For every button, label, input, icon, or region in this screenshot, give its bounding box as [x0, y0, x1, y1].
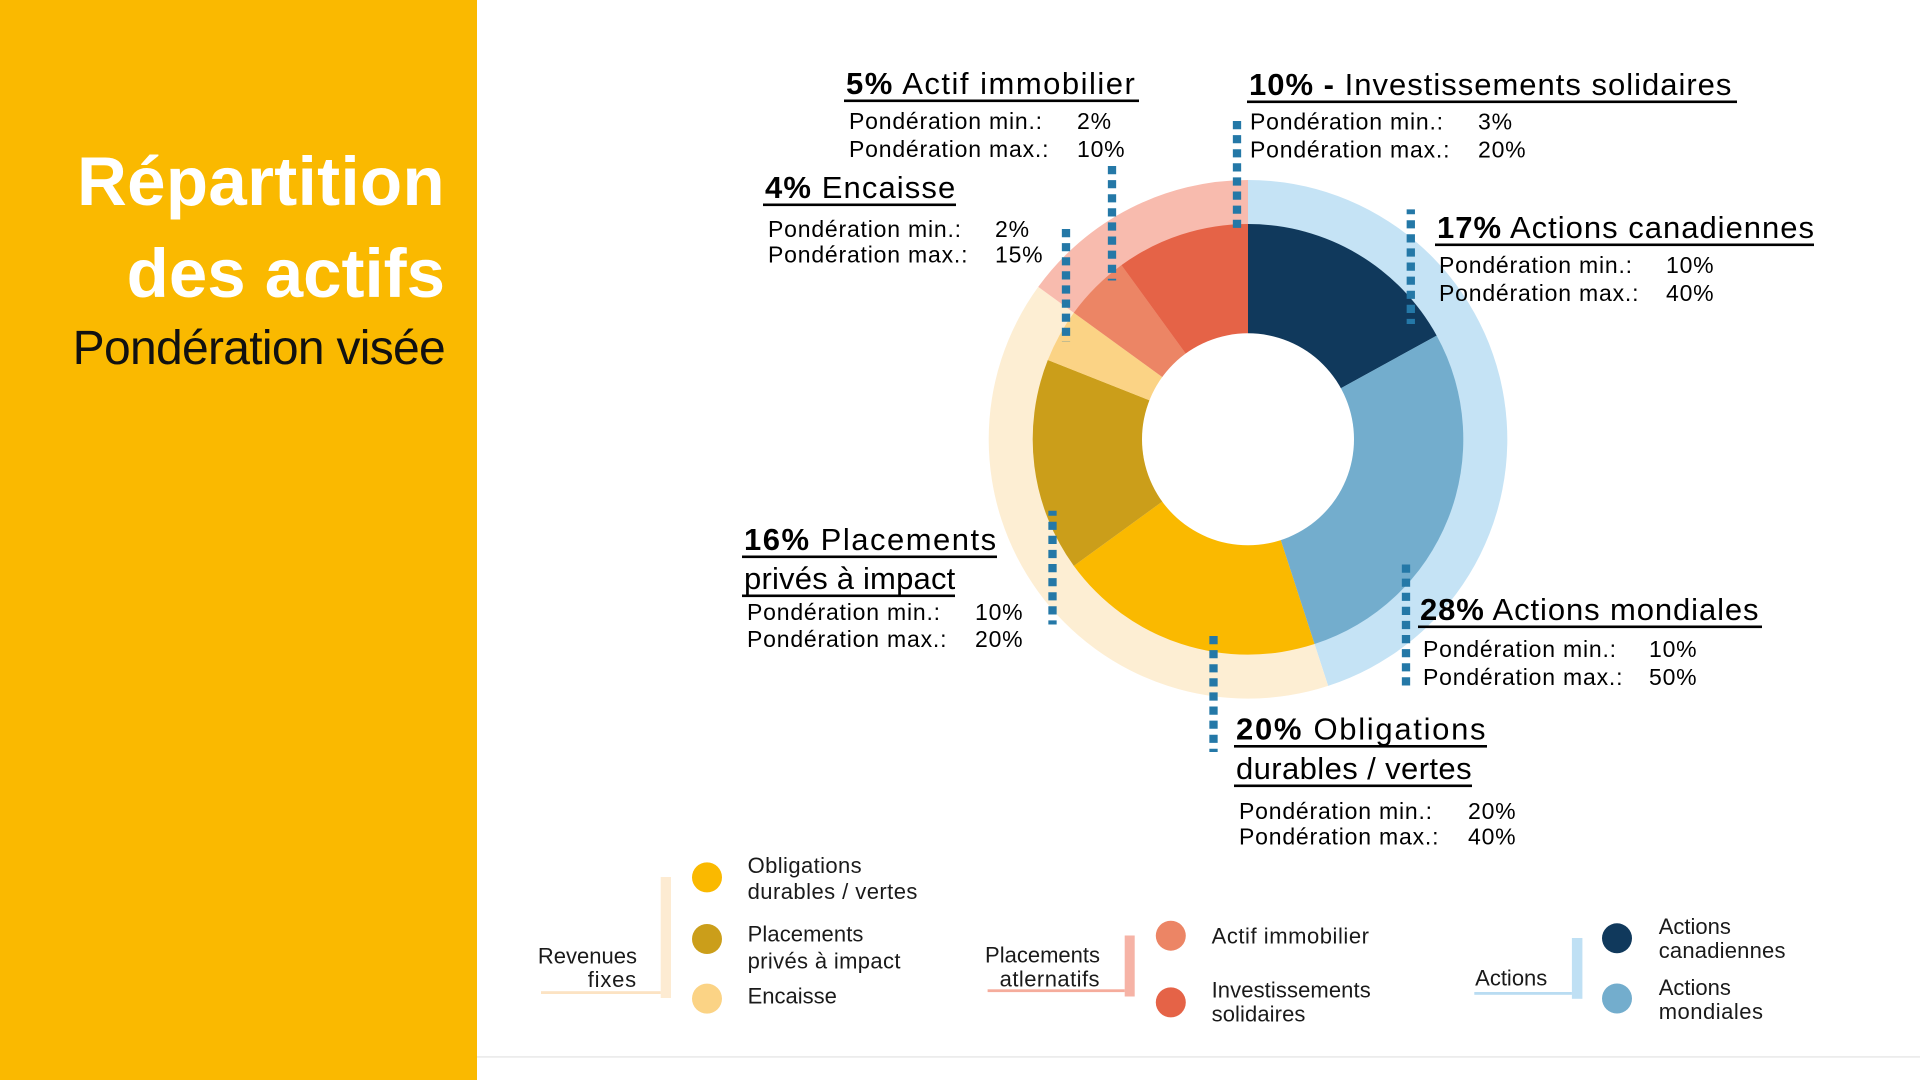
svg-text:canadiennes: canadiennes	[1659, 938, 1786, 963]
svg-text:privés à impact: privés à impact	[748, 949, 901, 974]
svg-text:16% Placements: 16% Placements	[744, 522, 998, 557]
svg-text:5% Actif immobilier: 5% Actif immobilier	[846, 66, 1136, 101]
svg-text:mondiales: mondiales	[1659, 999, 1764, 1024]
svg-text:Pondération max.:: Pondération max.:	[1439, 280, 1639, 306]
svg-text:durables / vertes: durables / vertes	[1236, 751, 1472, 786]
svg-text:Pondération min.:: Pondération min.:	[1439, 252, 1633, 278]
svg-text:Actions: Actions	[1659, 975, 1731, 1000]
svg-text:Actions: Actions	[1659, 914, 1731, 939]
svg-text:20%: 20%	[1478, 137, 1526, 163]
svg-text:20%: 20%	[1468, 798, 1516, 824]
svg-text:Pondération min.:: Pondération min.:	[768, 216, 962, 242]
svg-text:28% Actions mondiales: 28% Actions mondiales	[1420, 592, 1759, 627]
svg-text:Pondération visée: Pondération visée	[73, 322, 445, 375]
svg-text:Pondération max.:: Pondération max.:	[1423, 664, 1623, 690]
svg-text:10%: 10%	[1649, 636, 1697, 662]
svg-text:10% - Investissements solidair: 10% - Investissements solidaires	[1249, 67, 1732, 102]
svg-text:20%: 20%	[975, 626, 1023, 652]
svg-text:Pondération min.:: Pondération min.:	[849, 108, 1043, 134]
svg-text:Pondération max.:: Pondération max.:	[747, 626, 947, 652]
svg-text:17% Actions canadiennes: 17% Actions canadiennes	[1437, 210, 1815, 245]
svg-text:Obligations: Obligations	[748, 853, 862, 878]
svg-text:Pondération min.:: Pondération min.:	[1239, 798, 1433, 824]
svg-text:solidaires: solidaires	[1212, 1001, 1306, 1026]
svg-text:15%: 15%	[995, 242, 1043, 268]
svg-text:50%: 50%	[1649, 664, 1697, 690]
svg-text:Actions: Actions	[1475, 965, 1547, 990]
svg-text:40%: 40%	[1666, 280, 1714, 306]
svg-text:Répartition: Répartition	[77, 143, 445, 220]
svg-text:Revenues: Revenues	[538, 944, 637, 969]
svg-text:Placements: Placements	[985, 943, 1100, 968]
svg-text:3%: 3%	[1478, 109, 1513, 135]
svg-text:des actifs: des actifs	[127, 235, 445, 312]
svg-text:durables / vertes: durables / vertes	[748, 879, 918, 904]
svg-text:Pondération max.:: Pondération max.:	[849, 136, 1049, 162]
svg-text:Investissements: Investissements	[1212, 977, 1371, 1002]
svg-text:10%: 10%	[1666, 252, 1714, 278]
svg-text:atlernatifs: atlernatifs	[1000, 967, 1100, 992]
svg-text:10%: 10%	[1077, 136, 1125, 162]
svg-text:privés à impact: privés à impact	[744, 561, 956, 596]
svg-text:Encaisse: Encaisse	[748, 984, 837, 1009]
svg-text:2%: 2%	[1077, 108, 1112, 134]
svg-text:4% Encaisse: 4% Encaisse	[765, 170, 956, 205]
svg-text:Pondération min.:: Pondération min.:	[1250, 109, 1444, 135]
svg-text:Pondération min.:: Pondération min.:	[1423, 636, 1617, 662]
svg-text:Placements: Placements	[748, 922, 864, 947]
svg-text:10%: 10%	[975, 599, 1023, 625]
svg-text:Pondération max.:: Pondération max.:	[1250, 137, 1450, 163]
svg-text:Actif immobilier: Actif immobilier	[1212, 924, 1370, 949]
svg-text:20% Obligations: 20% Obligations	[1236, 711, 1487, 746]
svg-text:Pondération min.:: Pondération min.:	[747, 599, 941, 625]
svg-text:fixes: fixes	[588, 967, 637, 992]
svg-text:Pondération max.:: Pondération max.:	[1239, 824, 1439, 850]
svg-text:2%: 2%	[995, 216, 1030, 242]
svg-text:40%: 40%	[1468, 824, 1516, 850]
svg-text:Pondération max.:: Pondération max.:	[768, 242, 968, 268]
